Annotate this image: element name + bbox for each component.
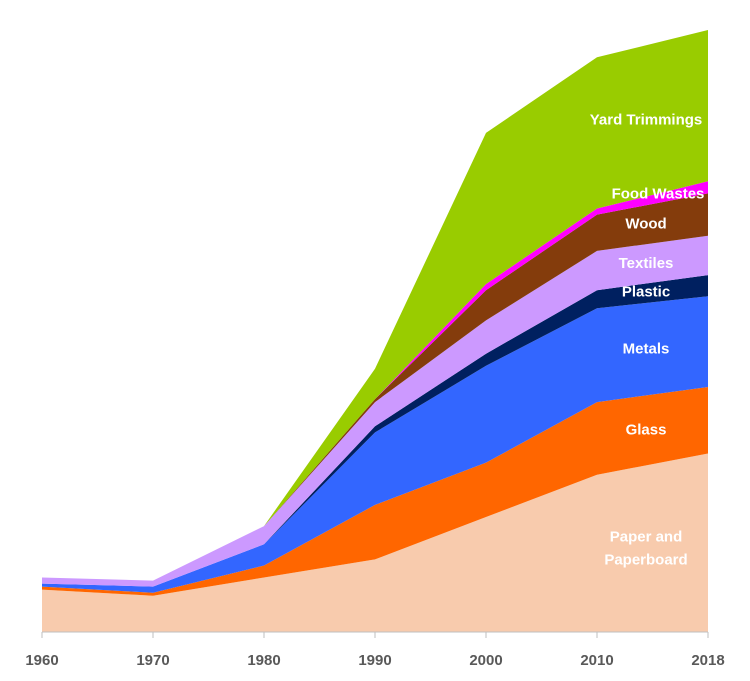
- x-tick-label-1990: 1990: [358, 652, 391, 669]
- area-wood: [42, 193, 708, 581]
- area-paper-and-paperboard: [42, 453, 708, 632]
- x-axis-ticks: [41, 632, 709, 638]
- series-label-yard-trimmings: Yard Trimmings: [590, 111, 703, 128]
- series-label-metals: Metals: [623, 340, 670, 357]
- series-label-plastic: Plastic: [622, 283, 670, 300]
- area-layer: [42, 30, 708, 632]
- series-labels: Paper and Paperboard Glass Metals Plastic Tex…: [590, 111, 705, 568]
- series-label-paper-and-paperboard: Paper and Paperboard: [604, 529, 687, 569]
- x-tick-label-1970: 1970: [136, 652, 169, 669]
- area-plastic: [42, 275, 708, 587]
- x-tick-label-2000: 2000: [469, 652, 502, 669]
- x-axis-tick-labels: 1960 1970 1980 1990 2000 2010 2018: [25, 652, 724, 669]
- series-label-glass: Glass: [626, 421, 667, 438]
- series-label-food-wastes: Food Wastes: [612, 185, 705, 202]
- x-tick-label-2018: 2018: [691, 652, 724, 669]
- area-metals: [42, 296, 708, 593]
- series-label-textiles: Textiles: [619, 255, 674, 272]
- area-yard-trimmings: [42, 30, 708, 581]
- x-tick-label-2010: 2010: [580, 652, 613, 669]
- area-glass: [42, 387, 708, 596]
- x-tick-label-1980: 1980: [247, 652, 280, 669]
- series-label-wood: Wood: [625, 216, 666, 233]
- area-textiles: [42, 235, 708, 587]
- x-tick-label-1960: 1960: [25, 652, 58, 669]
